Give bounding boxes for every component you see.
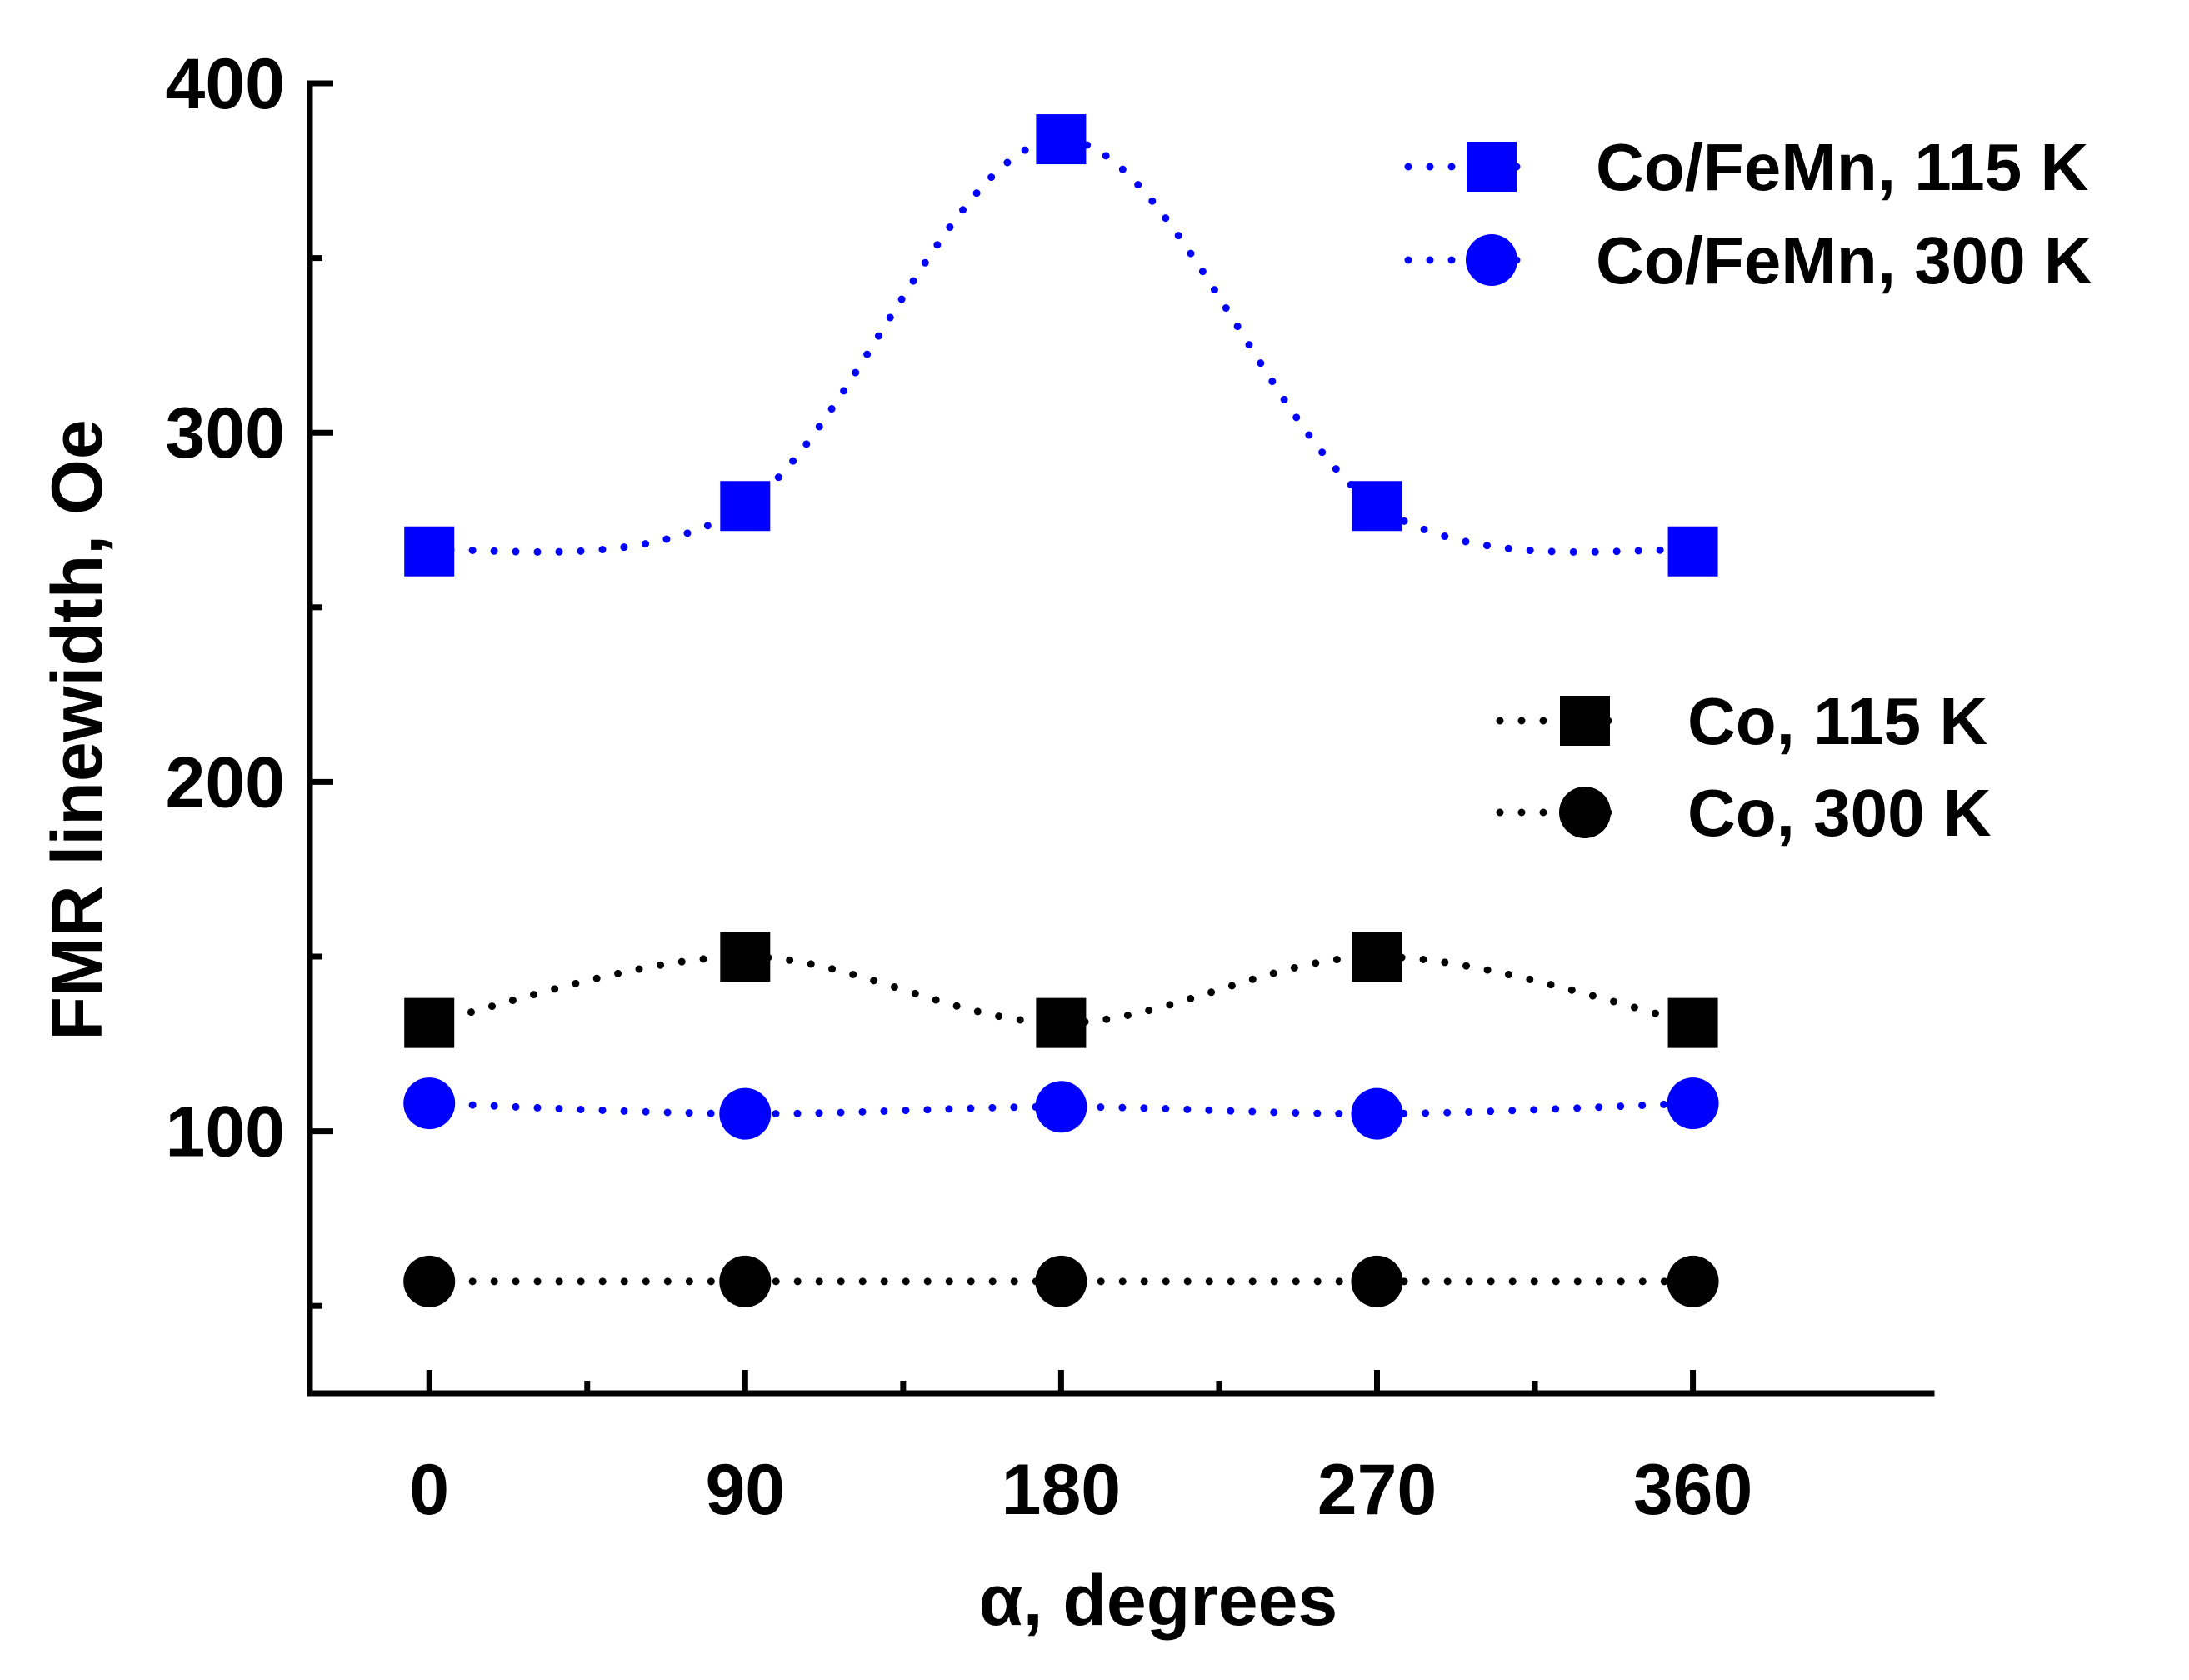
legend-label: Co/FeMn, 115 K xyxy=(1596,130,2088,204)
legend-label: Co/FeMn, 300 K xyxy=(1596,223,2092,298)
legend: Co/FeMn, 115 K Co/FeMn, 300 K Co, 115 K Co,… xyxy=(1404,130,2092,850)
data-point-square-series-0 xyxy=(404,526,455,577)
data-point-circle-series-1 xyxy=(1667,1078,1719,1130)
data-point-square-series-0 xyxy=(1352,481,1402,532)
data-point-square-series-2 xyxy=(1352,932,1402,982)
data-point-circle-series-1 xyxy=(1035,1081,1087,1133)
series-markers xyxy=(403,114,1719,1308)
data-point-circle-series-1 xyxy=(403,1078,456,1130)
x-tick-label: 0 xyxy=(409,1450,449,1530)
data-point-square-series-0 xyxy=(720,481,771,532)
data-point-square-series-2 xyxy=(1036,998,1087,1048)
data-point-circle-series-3 xyxy=(1667,1255,1719,1308)
data-point-circle-series-3 xyxy=(719,1255,772,1308)
legend-marker xyxy=(1560,696,1610,746)
legend-marker xyxy=(1467,142,1517,192)
data-point-circle-series-3 xyxy=(1351,1255,1403,1308)
legend-label: Co, 115 K xyxy=(1687,684,1987,758)
x-tick-label: 360 xyxy=(1633,1450,1753,1530)
data-point-square-series-2 xyxy=(404,998,455,1048)
x-axis-title: α, degrees xyxy=(979,1561,1338,1641)
data-point-circle-series-1 xyxy=(1351,1088,1403,1140)
y-tick-label: 400 xyxy=(166,44,286,124)
legend-marker xyxy=(1466,234,1517,286)
data-point-square-series-0 xyxy=(1667,526,1718,577)
series-line-1 xyxy=(425,1099,1697,1118)
x-tick-label: 180 xyxy=(1002,1450,1122,1530)
x-tick-label: 90 xyxy=(705,1450,785,1530)
legend-marker xyxy=(1559,787,1611,838)
axes: 0 90 180 270 360 100 200 300 400 xyxy=(166,44,1935,1530)
y-tick-label: 300 xyxy=(166,393,286,473)
data-point-square-series-0 xyxy=(1036,114,1087,165)
legend-label: Co, 300 K xyxy=(1687,776,1992,850)
data-point-circle-series-3 xyxy=(403,1255,456,1308)
data-point-square-series-2 xyxy=(720,932,771,982)
series-line-0 xyxy=(425,135,1697,556)
y-tick-label: 100 xyxy=(166,1092,286,1172)
data-point-circle-series-3 xyxy=(1035,1255,1087,1308)
y-tick-label: 200 xyxy=(166,742,286,822)
y-axis-title: FMR linewidth, Oe xyxy=(37,419,117,1040)
data-point-square-series-2 xyxy=(1667,998,1718,1048)
x-tick-label: 270 xyxy=(1317,1450,1437,1530)
data-point-circle-series-1 xyxy=(719,1088,772,1140)
